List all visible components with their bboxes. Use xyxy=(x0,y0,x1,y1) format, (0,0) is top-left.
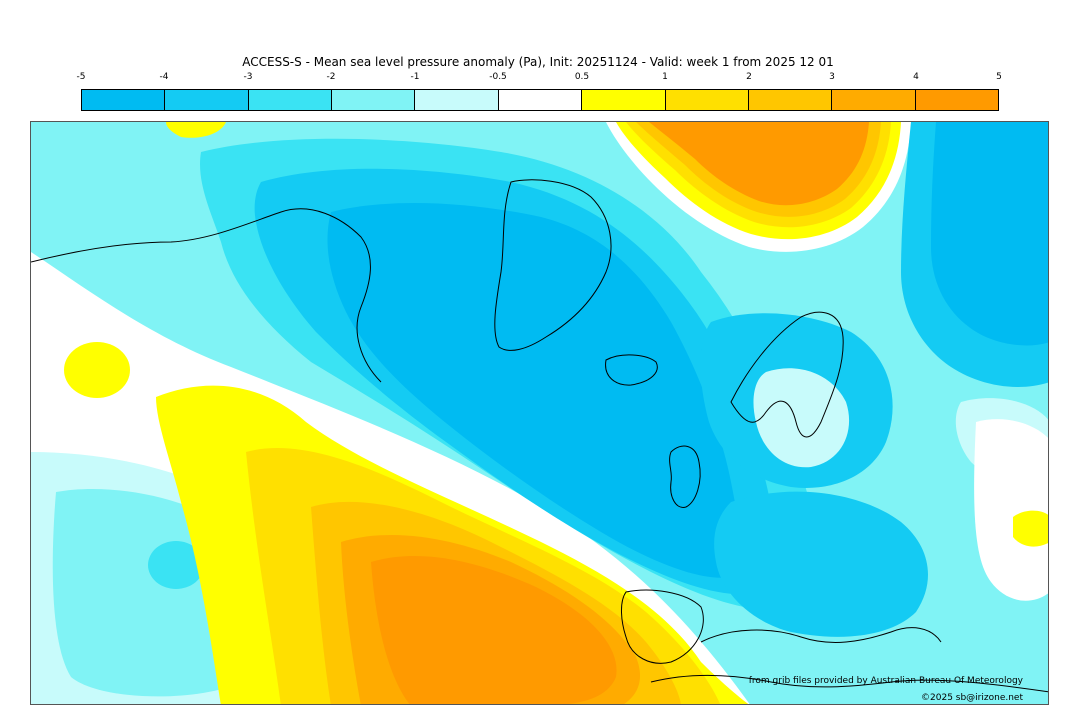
coastline-north-america xyxy=(31,208,382,383)
coastline-greenland xyxy=(494,179,612,351)
colorbar-cell xyxy=(82,90,166,110)
colorbar xyxy=(81,89,999,111)
coastline-iceland xyxy=(605,354,658,386)
colorbar-tick: 1 xyxy=(662,72,668,82)
colorbar-cell xyxy=(332,90,416,110)
anomaly-cell-minus3-west xyxy=(148,541,204,589)
colorbar-tick-labels: -5 -4 -3 -2 -1 -0.5 0.5 1 2 3 4 5 xyxy=(0,72,1080,86)
colorbar-cell xyxy=(415,90,499,110)
colorbar-tick: -5 xyxy=(76,72,86,82)
colorbar-tick: -2 xyxy=(326,72,336,82)
colorbar-cell xyxy=(832,90,916,110)
colorbar-cell xyxy=(748,90,833,110)
anomaly-cell-minus1-finland xyxy=(753,368,850,468)
colorbar-tick: 3 xyxy=(829,72,835,82)
colorbar-tick: 5 xyxy=(996,72,1002,82)
copyright-credit: ©2025 sb@irizone.net xyxy=(921,693,1023,703)
anomaly-cell-plus05-west xyxy=(64,342,130,398)
colorbar-cell xyxy=(915,90,998,110)
colorbar-tick: 2 xyxy=(746,72,752,82)
colorbar-cell xyxy=(248,90,333,110)
pressure-anomaly-map xyxy=(30,121,1049,705)
colorbar-tick: 0.5 xyxy=(574,72,590,82)
colorbar-tick: -3 xyxy=(243,72,253,82)
colorbar-tick: -0.5 xyxy=(489,72,507,82)
coastline-british-isles xyxy=(669,445,701,508)
map-title: ACCESS-S - Mean sea level pressure anoma… xyxy=(242,55,834,69)
coastline-scandinavia xyxy=(730,311,844,438)
colorbar-cell xyxy=(165,90,249,110)
anomaly-cell-neutral-east xyxy=(974,419,1048,601)
colorbar-tick: 4 xyxy=(913,72,919,82)
colorbar-cell xyxy=(498,90,583,110)
anomaly-cell-plus05-east xyxy=(1013,510,1048,547)
colorbar-tick: -1 xyxy=(410,72,420,82)
colorbar-tick: -4 xyxy=(159,72,169,82)
anomaly-core-minus5 xyxy=(327,202,741,578)
anomaly-band-minus4-europe xyxy=(714,491,928,637)
coastlines xyxy=(31,179,1048,693)
coastline-iberia xyxy=(621,589,704,664)
map-canvas xyxy=(31,122,1048,704)
anomaly-band-plus4 xyxy=(371,556,617,704)
colorbar-cell xyxy=(582,90,666,110)
anomaly-core-plus4-arctic xyxy=(649,122,869,206)
data-source-credit: from grib files provided by Australian B… xyxy=(748,676,1023,686)
coastline-mediterranean xyxy=(700,627,942,643)
coastline-north-africa xyxy=(650,674,1048,693)
colorbar-cell xyxy=(665,90,749,110)
anomaly-core-minus5-east xyxy=(931,122,1048,346)
anomaly-cell-plus05-north xyxy=(166,122,226,138)
